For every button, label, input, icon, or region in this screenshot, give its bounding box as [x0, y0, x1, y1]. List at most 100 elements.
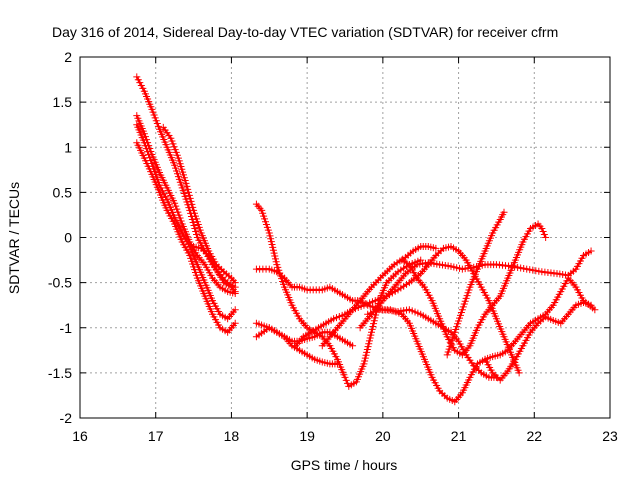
data-point: [371, 314, 379, 322]
data-point: [146, 154, 154, 162]
data-point: [515, 369, 523, 377]
chart-title: Day 316 of 2014, Sidereal Day-to-day VTE…: [52, 24, 558, 40]
data-point: [160, 190, 168, 198]
data-point: [171, 146, 179, 154]
data-point: [140, 139, 148, 147]
data-point: [368, 325, 376, 333]
data-point: [349, 342, 357, 350]
data-point: [169, 140, 177, 148]
data-point: [153, 120, 161, 128]
data-point: [167, 134, 175, 142]
data-point: [591, 306, 599, 314]
data-point: [269, 243, 277, 251]
data-point: [369, 323, 377, 331]
data-point: [517, 264, 525, 272]
data-point: [539, 227, 547, 235]
data-point: [447, 262, 455, 270]
x-axis-label: GPS time / hours: [291, 457, 398, 473]
data-point: [271, 255, 279, 263]
series-track-12: [318, 243, 440, 350]
data-point: [185, 191, 193, 199]
data-point: [342, 376, 350, 384]
data-point: [364, 310, 372, 318]
data-point: [177, 217, 185, 225]
data-point: [231, 288, 239, 296]
y-tick-label: 1.5: [53, 94, 73, 110]
y-tick-label: -0.5: [48, 275, 72, 291]
x-tick-label: 16: [72, 428, 88, 444]
data-point: [173, 205, 181, 213]
data-point: [170, 143, 178, 151]
data-point: [366, 334, 374, 342]
data-point: [417, 256, 425, 264]
data-point: [372, 307, 380, 315]
data-point: [341, 373, 349, 381]
data-point: [338, 311, 346, 319]
data-point: [148, 105, 156, 113]
data-point: [133, 73, 141, 81]
data-point: [139, 84, 147, 92]
data-point: [392, 308, 400, 316]
axis-ticks: 16 17 18 19 20 21 22 23 2 1.5 1 0.5 0 -0.5 -1 -1.5 -2: [48, 49, 618, 444]
data-point: [134, 76, 142, 84]
data-point: [386, 306, 394, 314]
series-track-15: [398, 220, 550, 359]
data-point: [335, 312, 343, 320]
series-track-10: [252, 324, 341, 368]
data-point: [365, 337, 373, 345]
data-point: [587, 247, 595, 255]
data-point: [267, 235, 275, 243]
data-point: [374, 296, 382, 304]
data-point: [400, 264, 408, 272]
y-tick-label: 1: [64, 139, 72, 155]
y-tick-label: 2: [64, 49, 72, 65]
data-point: [369, 308, 377, 316]
data-point: [172, 202, 180, 210]
data-point: [371, 297, 379, 305]
data-point: [151, 114, 159, 122]
data-point: [370, 317, 378, 325]
grid-lines: [80, 57, 610, 418]
data-point: [535, 267, 543, 275]
data-point: [363, 348, 371, 356]
data-point: [189, 203, 197, 211]
data-point: [271, 252, 279, 260]
series-track-14: [364, 274, 599, 406]
x-tick-label: 21: [451, 428, 467, 444]
y-tick-label: -1: [60, 320, 73, 336]
data-point: [182, 179, 190, 187]
series-track-6: [190, 243, 239, 296]
y-tick-label: 0: [64, 230, 72, 246]
data-point: [500, 208, 508, 216]
data-point: [368, 298, 376, 306]
series-track-5: [159, 123, 239, 287]
data-series: [133, 73, 599, 406]
data-point: [193, 230, 201, 238]
data-point: [231, 279, 239, 287]
data-point: [367, 331, 375, 339]
data-point: [231, 319, 239, 327]
data-point: [168, 137, 176, 145]
x-tick-label: 19: [299, 428, 315, 444]
data-point: [540, 230, 548, 238]
data-point: [526, 266, 534, 274]
data-point: [403, 280, 411, 288]
data-point: [400, 282, 408, 290]
x-tick-label: 22: [526, 428, 542, 444]
data-point: [141, 142, 149, 150]
data-point: [152, 117, 160, 125]
data-point: [150, 111, 158, 119]
data-point: [190, 221, 198, 229]
x-tick-label: 23: [602, 428, 618, 444]
data-point: [587, 301, 595, 309]
series-track-7: [252, 200, 425, 390]
data-point: [361, 354, 369, 362]
data-point: [268, 240, 276, 248]
data-point: [144, 148, 152, 156]
x-tick-label: 20: [375, 428, 391, 444]
data-point: [360, 360, 368, 368]
data-point: [186, 194, 194, 202]
data-point: [362, 351, 370, 359]
data-point: [137, 82, 145, 90]
